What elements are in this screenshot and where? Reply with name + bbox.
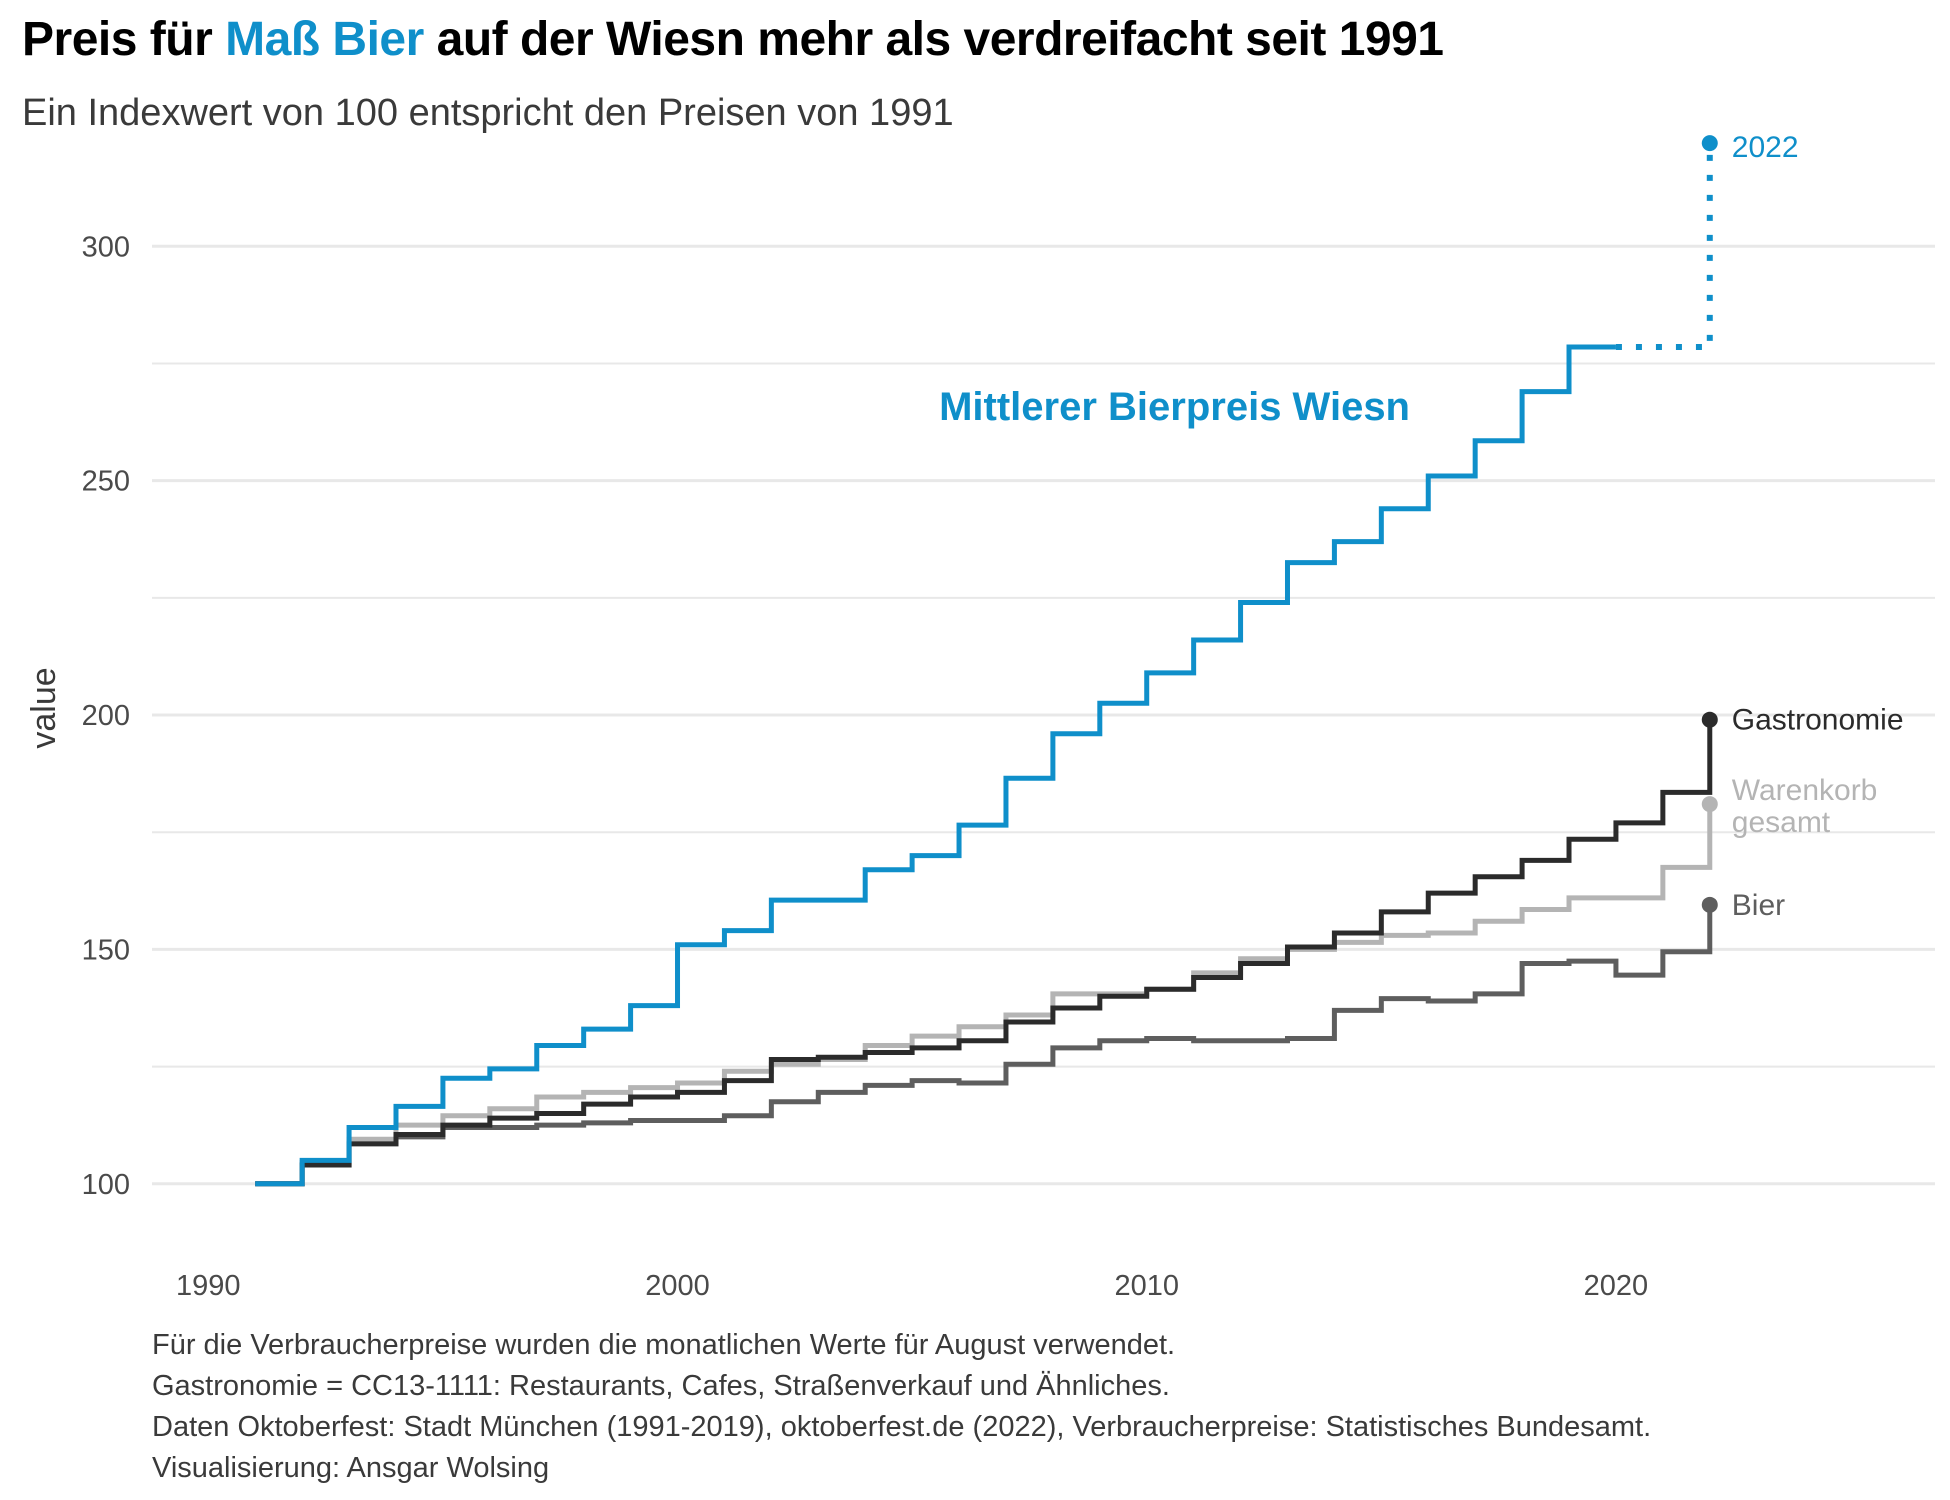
series-endpoint-gastronomie [1701,711,1718,728]
y-tick-label: 250 [82,466,130,498]
caption: Für die Verbraucherpreise wurden die mon… [152,1325,1651,1489]
series-endpoint-wiesn [1701,135,1718,152]
y-tick-label: 200 [82,700,130,732]
endpoint-label-2022: 2022 [1732,131,1799,164]
x-tick-label: 2000 [645,1270,710,1302]
caption-line-4: Visualisierung: Ansgar Wolsing [152,1452,550,1484]
chart-subtitle: Ein Indexwert von 100 entspricht den Pre… [22,92,954,134]
series-line-gastronomie [255,719,1713,1187]
series-lines [255,135,1718,1187]
caption-line-3: Daten Oktoberfest: Stadt München (1991-2… [152,1411,1652,1443]
series-label-bier: Bier [1732,889,1785,922]
y-tick-label: 100 [82,1169,130,1201]
series-endpoint-bier [1701,896,1718,913]
series-line-warenkorb [255,804,1713,1187]
title-part-1: Preis für [22,13,226,66]
axes: value 100 150 200 250 300 1990 2000 2010 2020 [25,231,1648,1302]
y-tick-label: 150 [82,934,130,966]
series-line-bier [255,904,1713,1187]
series-endpoint-warenkorb [1701,796,1718,813]
y-tick-label: 300 [82,231,130,263]
series-line-wiesn [255,344,1616,1187]
series-label-gastronomie: Gastronomie [1732,704,1904,737]
title-highlight: Maß Bier [225,13,424,66]
series-label-wiesn: Mittlerer Bierpreis Wiesn [939,385,1410,429]
caption-line-1: Für die Verbraucherpreise wurden die mon… [152,1329,1176,1361]
series-labels: Bier Warenkorb gesamt Gastronomie 2022 Mittle… [939,131,1903,922]
series-label-warenkorb: Warenkorb gesamt [1732,774,1878,839]
x-tick-label: 1990 [176,1270,241,1302]
x-tick-label: 2020 [1584,1270,1649,1302]
x-tick-label: 2010 [1114,1270,1179,1302]
chart-title: Preis für Maß Bier auf der Wiesn mehr al… [22,12,1444,67]
y-axis-label: value [25,667,63,748]
caption-line-2: Gastronomie = CC13-1111: Restaurants, Ca… [152,1370,1170,1402]
title-part-2: auf der Wiesn mehr als verdreifacht seit… [423,13,1444,66]
